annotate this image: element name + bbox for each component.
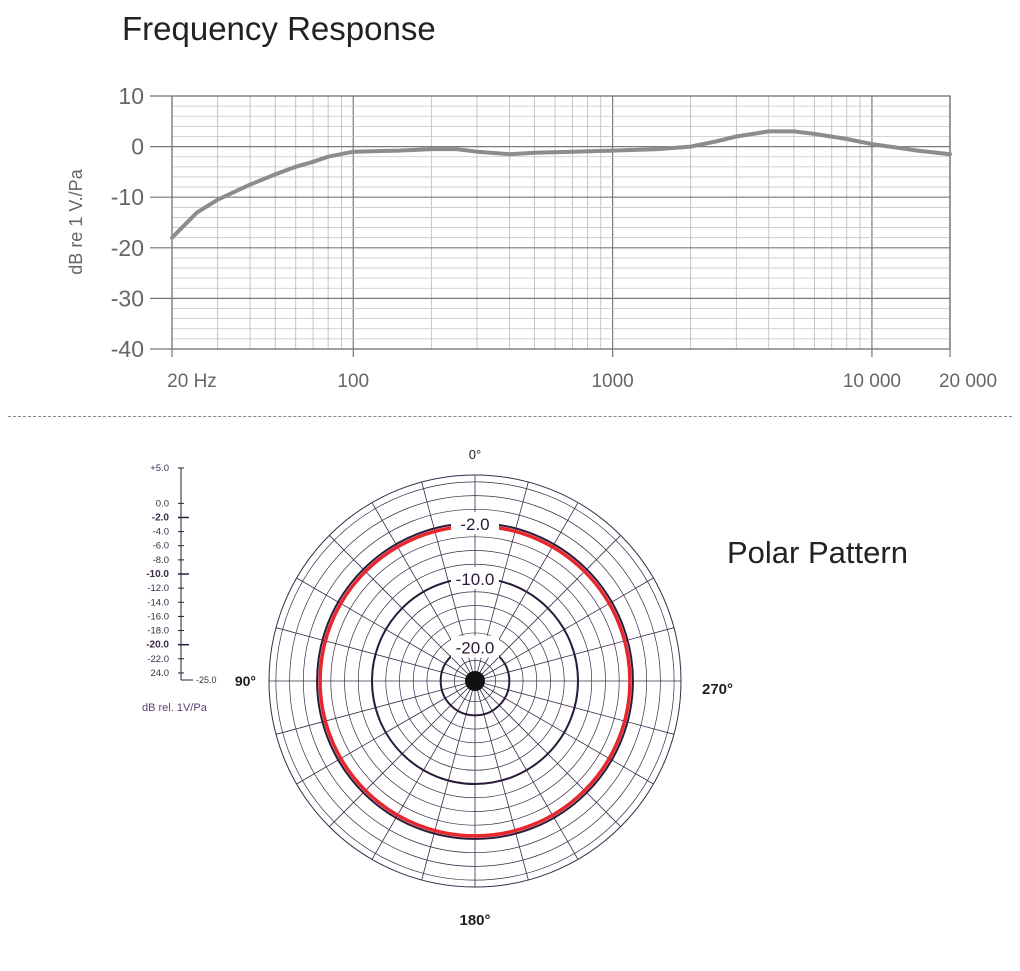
- ring-label: -2.0: [460, 515, 489, 534]
- db-scale-label: -6.0: [153, 541, 169, 552]
- polar-ring: [275, 481, 675, 881]
- y-tick-label: 10: [118, 83, 144, 109]
- frequency-response-curve: [170, 129, 952, 240]
- polar-ring: [302, 508, 648, 854]
- y-tick-label: -40: [111, 336, 144, 362]
- angle-label: 90°: [235, 673, 256, 689]
- polar-outer-ring: [268, 474, 682, 888]
- polar-ring: [399, 605, 551, 757]
- db-scale-label: -18.0: [147, 626, 169, 637]
- db-scale-label: -16.0: [147, 611, 169, 622]
- x-tick-label: 100: [337, 371, 369, 392]
- plot-frame: [171, 95, 951, 350]
- frequency-grid: [171, 95, 951, 350]
- polar-ring: [330, 536, 620, 826]
- x-tick-label: 20 000: [939, 371, 997, 392]
- db-scale-label: +5.0: [150, 463, 169, 474]
- y-tick-label: 0: [131, 134, 144, 160]
- angle-label: 180°: [459, 912, 490, 929]
- frequency-response-title: Frequency Response: [122, 10, 436, 47]
- db-scale-label: 24.0: [151, 668, 170, 679]
- db-scale-label: -20.0: [146, 640, 169, 651]
- polar-center: [465, 671, 485, 691]
- angle-label: 0°: [469, 447, 481, 462]
- db-scale-label: -10.0: [146, 569, 169, 580]
- y-tick-label: -10: [111, 184, 144, 210]
- polar-ring: [289, 495, 661, 867]
- section-divider: [8, 416, 1012, 417]
- polar-ring: [344, 550, 606, 812]
- polar-pattern-title: Polar Pattern: [727, 535, 908, 570]
- db-scale-label: -2.0: [152, 512, 170, 523]
- x-tick-label: 20 Hz: [167, 371, 217, 392]
- db-scale-label: -4.0: [153, 527, 169, 538]
- db-scale-label: -14.0: [147, 597, 169, 608]
- db-scale-label: -25.0: [196, 675, 217, 685]
- y-tick-label: -30: [111, 285, 144, 311]
- ring-label-bg: [451, 567, 499, 589]
- db-scale-label: -22.0: [147, 654, 169, 665]
- db-scale-label: -8.0: [153, 555, 169, 566]
- polar-ring: [454, 660, 496, 702]
- x-tick-label: 10 000: [843, 371, 901, 392]
- polar-ring: [426, 632, 524, 730]
- ring-label: -10.0: [456, 570, 495, 589]
- ring-label-bg: [451, 635, 499, 658]
- polar-ring: [412, 618, 538, 744]
- ring-label-bg: [451, 512, 499, 535]
- ring-label: -20.0: [456, 639, 495, 658]
- db-scale-label: -12.0: [147, 583, 169, 594]
- db-scale-caption: dB rel. 1V/Pa: [142, 702, 208, 714]
- y-tick-label: -20: [111, 235, 144, 261]
- db-scale-label: 0.0: [156, 498, 169, 509]
- polar-ring: [385, 591, 565, 771]
- angle-label: 270°: [702, 681, 733, 698]
- y-axis-label: dB re 1 V./Pa: [66, 168, 86, 274]
- polar-ring: [357, 563, 593, 799]
- x-tick-label: 1000: [591, 371, 633, 392]
